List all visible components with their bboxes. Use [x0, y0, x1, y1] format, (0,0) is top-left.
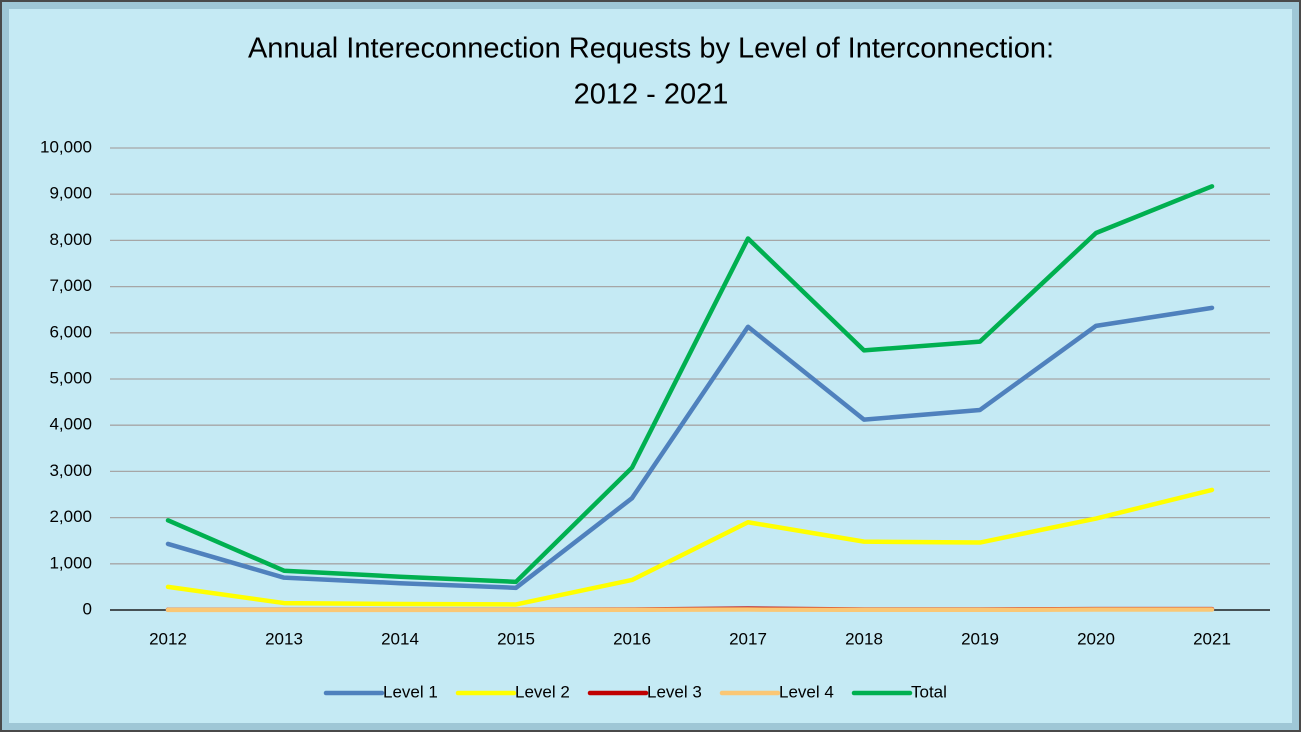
x-tick-label: 2017 [729, 629, 767, 648]
y-tick-label: 5,000 [49, 368, 92, 387]
y-tick-label: 0 [83, 599, 92, 618]
y-tick-label: 4,000 [49, 415, 92, 434]
y-tick-label: 8,000 [49, 230, 92, 249]
x-tick-label: 2020 [1077, 629, 1115, 648]
legend-label: Level 1 [383, 682, 438, 701]
x-tick-label: 2013 [265, 629, 303, 648]
x-tick-label: 2019 [961, 629, 999, 648]
series-line [165, 184, 1215, 585]
y-tick-label: 9,000 [49, 184, 92, 203]
chart-title: Annual Intereconnection Requests by Leve… [248, 33, 1054, 65]
x-tick-label: 2014 [381, 629, 419, 648]
x-tick-label: 2015 [497, 629, 535, 648]
chart-background [9, 9, 1292, 723]
y-tick-label: 1,000 [49, 553, 92, 572]
y-tick-label: 3,000 [49, 461, 92, 480]
x-tick-label: 2016 [613, 629, 651, 648]
legend-label: Level 4 [779, 682, 834, 701]
x-tick-label: 2012 [149, 629, 187, 648]
legend-label: Level 3 [647, 682, 702, 701]
series-line [165, 487, 1215, 607]
y-tick-label: 6,000 [49, 322, 92, 341]
y-tick-label: 10,000 [40, 137, 92, 156]
legend-label: Level 2 [515, 682, 570, 701]
x-tick-label: 2018 [845, 629, 883, 648]
chart-title: 2012 - 2021 [574, 79, 729, 111]
legend-label: Total [911, 682, 947, 701]
y-tick-label: 2,000 [49, 507, 92, 526]
y-tick-label: 7,000 [49, 276, 92, 295]
x-tick-label: 2021 [1193, 629, 1231, 648]
series-line [165, 305, 1215, 591]
